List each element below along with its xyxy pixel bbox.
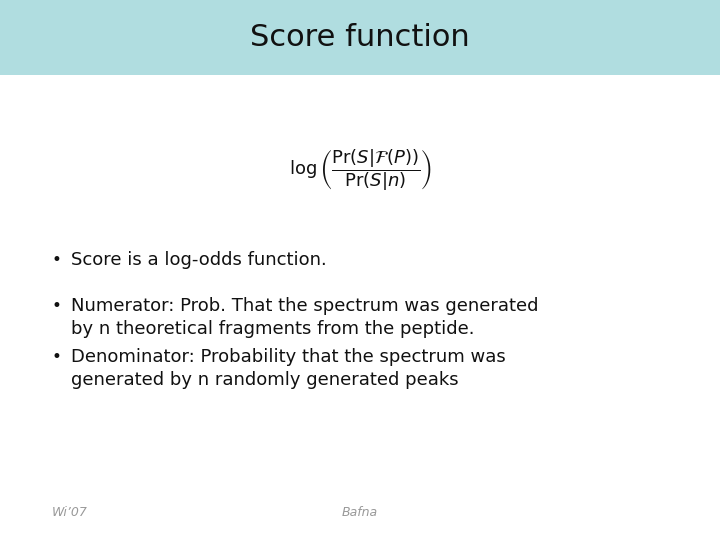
Text: Bafna: Bafna [342, 507, 378, 519]
Text: Wi’07: Wi’07 [52, 507, 88, 519]
Text: •: • [52, 348, 62, 366]
Text: $\log \left( \dfrac{\mathrm{Pr}(S|\mathcal{F}(P))}{\mathrm{Pr}(S|n)} \right)$: $\log \left( \dfrac{\mathrm{Pr}(S|\mathc… [289, 147, 431, 193]
Text: Score is a log-odds function.: Score is a log-odds function. [71, 251, 326, 269]
Text: Numerator: Prob. That the spectrum was generated
by n theoretical fragments from: Numerator: Prob. That the spectrum was g… [71, 297, 538, 338]
Text: •: • [52, 251, 62, 269]
Text: •: • [52, 297, 62, 315]
Text: Score function: Score function [250, 23, 470, 52]
Text: Denominator: Probability that the spectrum was
generated by n randomly generated: Denominator: Probability that the spectr… [71, 348, 505, 389]
